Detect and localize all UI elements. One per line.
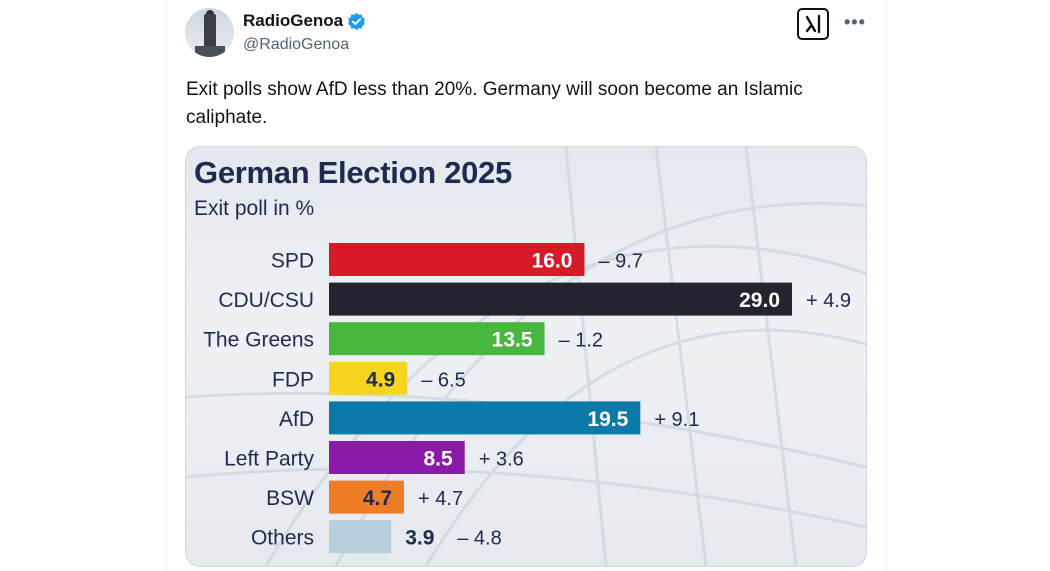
- author-handle[interactable]: @RadioGenoa: [243, 36, 350, 53]
- chart-image[interactable]: German Election 2025 Exit poll in % SPD 1…: [185, 146, 867, 567]
- avatar-tower: [204, 14, 216, 54]
- category-label: Left Party: [224, 448, 314, 471]
- change-label: – 6.5: [421, 369, 465, 391]
- category-label: AfD: [279, 408, 314, 431]
- change-label: + 3.6: [479, 449, 524, 471]
- chart-title: German Election 2025: [194, 155, 512, 190]
- bar: [329, 441, 465, 474]
- bar: [329, 520, 392, 554]
- tweet-text: Exit polls show AfD less than 20%. Germa…: [186, 79, 803, 128]
- bar-chart: SPD 16.0 – 9.7 CDU/CSU 29.0 + 4.9 The Greens 13…: [203, 243, 851, 554]
- category-label: FDP: [272, 368, 314, 391]
- grok-icon[interactable]: [797, 8, 829, 40]
- category-label: CDU/CSU: [218, 289, 314, 312]
- value-label: 16.0: [532, 250, 573, 273]
- category-label: BSW: [266, 487, 314, 510]
- bar: [329, 361, 408, 395]
- bar: [329, 243, 585, 276]
- change-label: – 4.8: [457, 528, 501, 550]
- avatar[interactable]: [185, 8, 234, 57]
- bar: [329, 401, 641, 435]
- category-label: SPD: [271, 250, 314, 273]
- change-label: – 1.2: [559, 330, 603, 352]
- category-label: Others: [251, 527, 314, 550]
- author-name[interactable]: RadioGenoa: [243, 11, 344, 30]
- avatar-tower-base: [195, 46, 225, 57]
- verified-badge-shape: [348, 12, 366, 30]
- bar: [329, 282, 792, 316]
- value-label: 4.7: [363, 487, 392, 510]
- value-label: 8.5: [424, 448, 454, 471]
- author-name-row[interactable]: RadioGenoa: [243, 11, 366, 31]
- value-label: 29.0: [739, 289, 780, 312]
- value-label: 3.9: [405, 527, 434, 550]
- verified-check: [352, 17, 362, 25]
- bar: [329, 322, 545, 356]
- change-label: + 9.1: [654, 409, 699, 431]
- value-label: 13.5: [492, 329, 533, 352]
- more-icon[interactable]: •••: [844, 12, 866, 32]
- change-label: + 4.9: [806, 290, 851, 312]
- value-label: 4.9: [366, 368, 395, 391]
- change-label: – 9.7: [598, 251, 642, 273]
- grok-glyph: [805, 14, 821, 34]
- change-label: + 4.7: [418, 488, 463, 510]
- category-label: The Greens: [203, 329, 314, 352]
- chart-subtitle: Exit poll in %: [194, 197, 315, 220]
- verified-badge-icon: [348, 12, 366, 30]
- value-label: 19.5: [587, 408, 628, 431]
- bar: [329, 480, 405, 514]
